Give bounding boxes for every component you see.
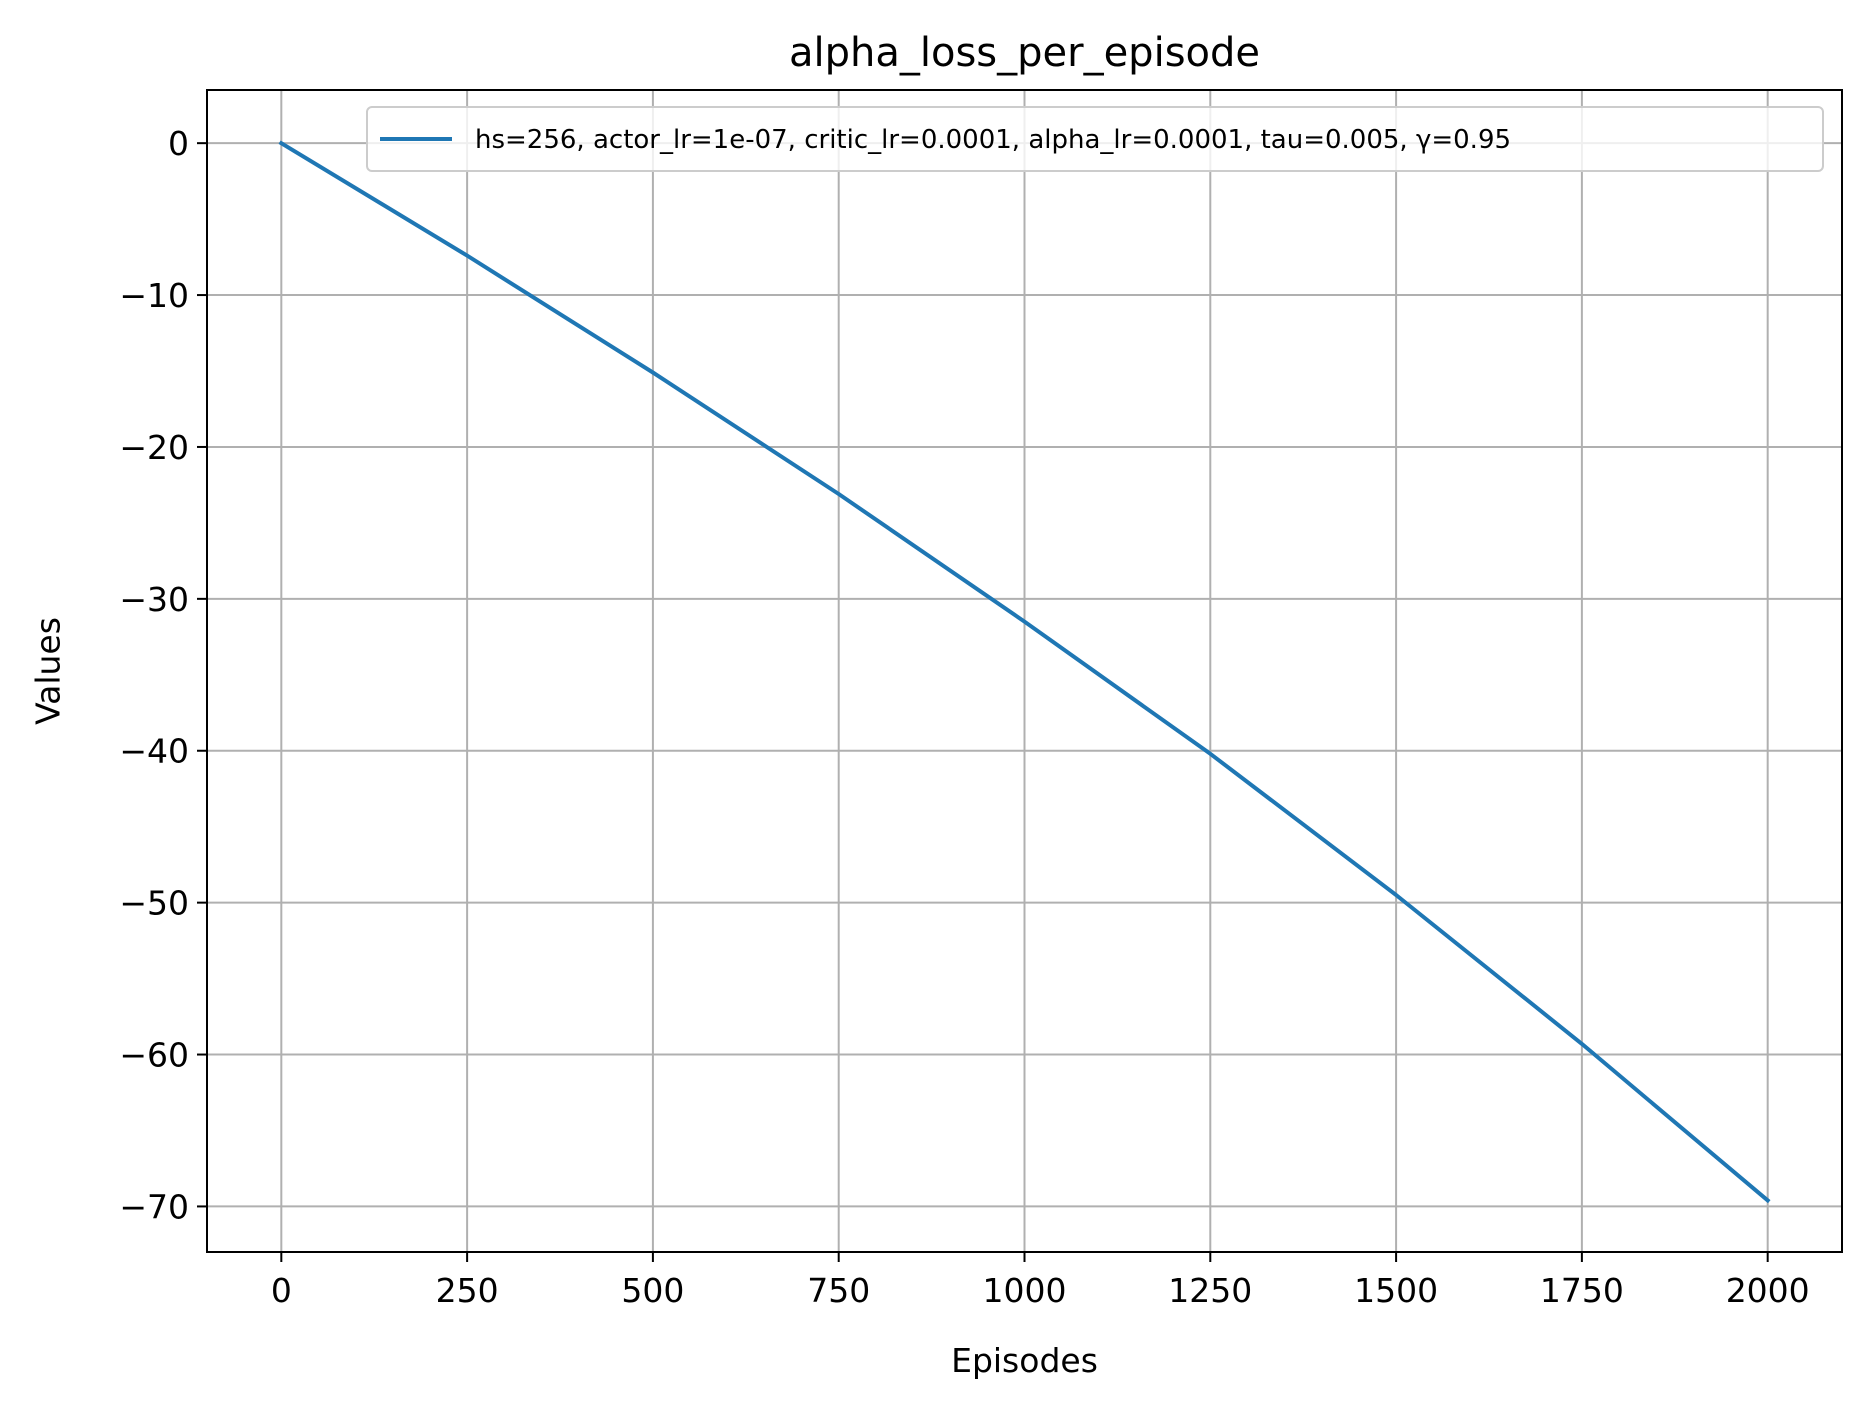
- x-tick-label: 0: [271, 1271, 292, 1310]
- x-tick-label: 750: [807, 1271, 870, 1310]
- x-tick-label: 1000: [983, 1271, 1067, 1310]
- legend-label: hs=256, actor_lr=1e-07, critic_lr=0.0001…: [475, 125, 1511, 155]
- ticks: 0 250 500 750 1000 1250 1500 1750 2000 0 −10 −20 −30…: [119, 124, 1809, 1310]
- x-tick-label: 1250: [1168, 1271, 1252, 1310]
- y-tick-label: −70: [119, 1187, 189, 1226]
- series-layer: [278, 140, 1771, 1204]
- legend: hs=256, actor_lr=1e-07, critic_lr=0.0001…: [366, 106, 1824, 172]
- x-tick-label: 250: [436, 1271, 499, 1310]
- x-tick-label: 1500: [1354, 1271, 1438, 1310]
- y-tick-label: −30: [119, 580, 189, 619]
- x-tick-label: 2000: [1726, 1271, 1810, 1310]
- chart-title: alpha_loss_per_episode: [789, 30, 1260, 76]
- x-tick-label: 1750: [1540, 1271, 1624, 1310]
- y-tick-label: −60: [119, 1036, 189, 1075]
- y-tick-label: −50: [119, 884, 189, 923]
- y-axis-label: Values: [29, 617, 68, 725]
- y-tick-label: −10: [119, 276, 189, 315]
- y-tick-label: −40: [119, 732, 189, 771]
- x-tick-label: 500: [621, 1271, 684, 1310]
- x-axis-label: Episodes: [951, 1341, 1098, 1380]
- legend-box: [366, 106, 1824, 172]
- y-tick-label: 0: [168, 124, 189, 163]
- y-tick-label: −20: [119, 428, 189, 467]
- grid: [207, 90, 1842, 1252]
